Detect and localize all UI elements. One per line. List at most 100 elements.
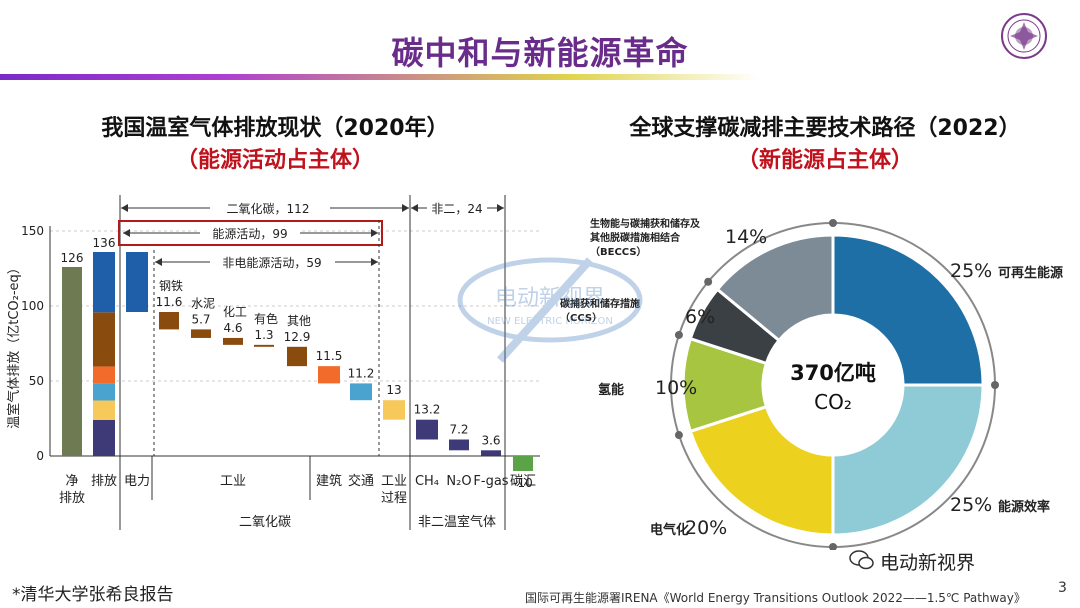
bar-category-label: 有色 — [254, 312, 278, 326]
donut-slice — [831, 383, 985, 537]
bar-value-label: 3.6 — [481, 433, 500, 447]
group-label-co2: 二氧化碳 — [239, 515, 291, 530]
slice-percent-label: 14% — [725, 226, 767, 248]
annotation-co2-total: 二氧化碳，112 — [227, 202, 310, 216]
ring-marker — [704, 277, 713, 286]
bar-value-label: 11.6 — [156, 295, 183, 309]
slice-name-label: 氢能 — [598, 382, 624, 398]
y-tick-label: 150 — [21, 224, 44, 238]
bar — [350, 383, 372, 401]
x-label-net: 净 — [65, 474, 78, 489]
bar-segment — [93, 400, 115, 420]
left-panel-subtitle: （能源活动占主体） — [175, 148, 374, 173]
bar — [513, 456, 533, 471]
ring-marker — [674, 431, 683, 440]
slice-percent-label: 25% — [950, 260, 992, 282]
bar — [191, 329, 211, 338]
emissions-waterfall-chart: 温室气体排放（亿tCO₂-eq） 0 50 100 150 126 136 40 11.6 5.7… — [6, 195, 540, 530]
y-tick-label: 100 — [21, 299, 44, 313]
ring-marker — [829, 543, 837, 550]
x-label-transport: 交通 — [348, 473, 374, 489]
bar — [481, 450, 501, 456]
bar — [159, 312, 179, 330]
bar-value-label: 4.6 — [223, 321, 242, 335]
bar-value-label: -10 — [513, 476, 533, 490]
ring-marker — [991, 381, 999, 389]
label-bg — [200, 226, 300, 240]
x-label-net: 排放 — [59, 491, 85, 506]
bar — [254, 344, 274, 347]
label-bg — [210, 201, 330, 215]
bar-value-label: 13 — [386, 383, 401, 397]
slice-name-label: 可再生能源 — [998, 265, 1063, 281]
arrow-energy-head — [371, 229, 378, 237]
watermark-logo: 电动新视界 NEW ELECTRIC HORIZON — [457, 257, 643, 363]
bar-segment — [93, 420, 115, 456]
x-label-power: 电力 — [124, 474, 150, 489]
bar-category-label: 钢铁 — [159, 279, 183, 293]
bar — [126, 252, 148, 312]
page-title: 碳中和与新能源革命 — [391, 34, 689, 72]
bar-value-label: 1.3 — [254, 328, 273, 342]
arrow-co2-head — [402, 204, 409, 212]
x-label-industry: 工业 — [220, 474, 246, 489]
slice-percent-label: 20% — [685, 517, 727, 539]
x-label-building: 建筑 — [316, 473, 342, 489]
slice-name-label: 生物能与碳捕获和储存及 — [590, 217, 701, 230]
bar-segment — [93, 252, 115, 313]
footer-note: *清华大学张希良报告 — [12, 585, 174, 605]
slice-percent-label: 10% — [655, 377, 697, 399]
arrow-non-energy-head — [155, 258, 162, 266]
watermark-cn-text: 电动新视界 — [495, 286, 605, 311]
group-label-nonco2: 非二温室气体 — [418, 514, 496, 530]
left-panel-title: 我国温室气体排放现状（2020年） — [101, 116, 449, 141]
title-underline — [0, 74, 760, 80]
bar-value-label: 40 — [129, 331, 144, 345]
donut-slice — [831, 233, 985, 387]
slice-name-label: 其他脱碳措施相结合 — [590, 231, 681, 244]
bar-value-label: 7.2 — [449, 423, 468, 437]
right-panel-title: 全球支撑碳减排主要技术路径（2022） — [629, 116, 1021, 141]
bar — [223, 337, 243, 345]
annotation-non-energy: 非电能源活动，59 — [222, 256, 321, 270]
donut-slice — [715, 233, 835, 343]
arrow-nonco2-head — [411, 204, 418, 212]
y-tick-label: 0 — [36, 449, 44, 463]
bar-value-label: 11.5 — [316, 349, 343, 363]
bar-value-label: 136 — [93, 236, 116, 250]
bar-segment — [93, 383, 115, 401]
x-label-sink: 碳汇 — [510, 474, 536, 489]
annotation-non-co2: 非二，24 — [431, 202, 482, 216]
bar — [416, 419, 438, 440]
source-note: 国际可再生能源署IRENA《World Energy Transitions O… — [525, 591, 1026, 605]
wechat-icon — [849, 550, 874, 570]
arrow-nonco2-head — [497, 204, 504, 212]
bar — [449, 439, 469, 451]
bar-category-label: 其他 — [287, 314, 311, 328]
donut-center-sublabel: CO₂ — [814, 390, 852, 414]
slice-name-label: （CCS） — [560, 311, 602, 324]
slice-name-label: 碳捕获和储存措施 — [560, 297, 640, 310]
arrow-energy-head — [123, 229, 130, 237]
donut-slice — [688, 404, 835, 537]
y-axis-label: 温室气体排放（亿tCO₂-eq） — [6, 261, 22, 429]
bar — [62, 267, 82, 456]
x-label-process: 过程 — [381, 491, 407, 506]
bar — [383, 400, 405, 420]
arrow-co2-head — [121, 204, 128, 212]
page-number: 3 — [1058, 580, 1067, 596]
bar-segment — [93, 312, 115, 367]
label-bg — [427, 201, 487, 215]
donut-center-label: 370亿吨 — [790, 361, 876, 385]
y-tick-label: 50 — [29, 374, 44, 388]
slice-name-label: （BECCS） — [590, 245, 647, 258]
slice-name-label: 能源效率 — [998, 499, 1050, 515]
bar-value-label: 5.7 — [191, 312, 210, 326]
bar — [318, 366, 340, 384]
slice-percent-label: 25% — [950, 494, 992, 516]
x-label-n2o: N₂O — [446, 474, 471, 489]
bar-value-label: 12.9 — [284, 330, 311, 344]
slice-percent-label: 6% — [685, 306, 715, 328]
wechat-account-label: 电动新视界 — [880, 552, 976, 574]
x-label-ch4: CH₄ — [415, 474, 439, 489]
